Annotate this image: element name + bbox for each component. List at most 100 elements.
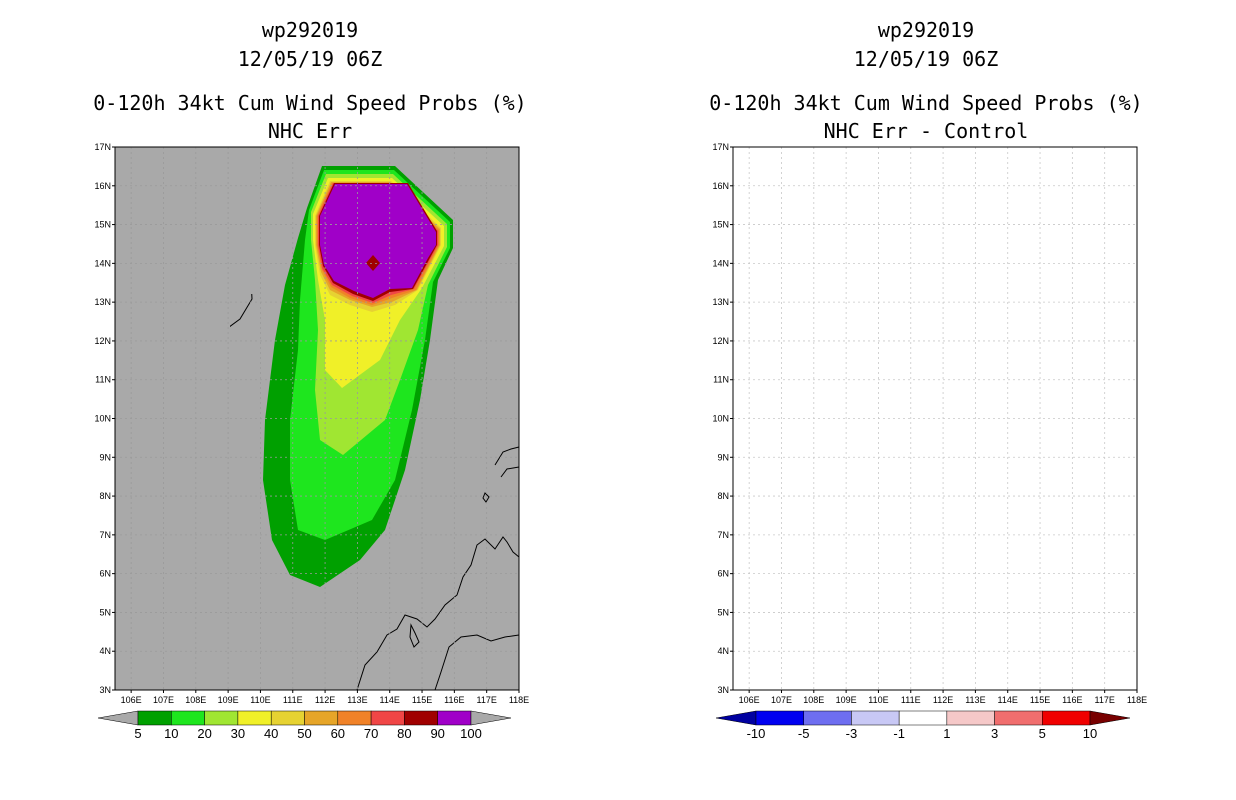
left-probability-contours xyxy=(263,166,453,587)
colorbar-label: 5 xyxy=(134,726,141,741)
right-colorbar: -10 -5 -3 -1 1 3 5 10 xyxy=(715,710,1131,741)
y-tick-label: 12N xyxy=(712,336,729,346)
colorbar-label: -5 xyxy=(798,726,810,741)
colorbar-label: 5 xyxy=(1039,726,1046,741)
colorbar-segment xyxy=(370,710,405,726)
y-tick-label: 9N xyxy=(717,452,729,462)
colorbar-segment xyxy=(1042,710,1091,726)
colorbar-under-triangle xyxy=(715,710,757,726)
colorbar-segment xyxy=(898,710,948,726)
y-tick-label: 17N xyxy=(94,142,111,152)
colorbar-segment xyxy=(337,710,372,726)
colorbar-label: 40 xyxy=(264,726,278,741)
left-title-line-2: 12/05/19 06Z xyxy=(238,47,383,71)
right-y-axis: 3N 4N 5N 6N 7N 8N 9N 10N 11N 12N 13N 14N 15N 16N 17N xyxy=(712,142,733,695)
colorbar-label: 90 xyxy=(430,726,444,741)
x-tick-label: 109E xyxy=(218,695,239,705)
y-tick-label: 12N xyxy=(94,336,111,346)
left-title-line-4: NHC Err xyxy=(268,119,352,143)
left-panel: wp292019 12/05/19 06Z 0-120h 34kt Cum Wi… xyxy=(93,18,529,741)
x-tick-label: 116E xyxy=(444,695,464,705)
colorbar-segment xyxy=(437,710,472,726)
y-tick-label: 13N xyxy=(94,297,111,307)
colorbar-segment xyxy=(404,710,438,726)
x-tick-label: 116E xyxy=(1062,695,1082,705)
x-tick-label: 110E xyxy=(250,695,270,705)
x-tick-label: 112E xyxy=(933,695,953,705)
colorbar-segment xyxy=(137,710,172,726)
x-tick-label: 113E xyxy=(965,695,985,705)
x-tick-label: 114E xyxy=(998,695,1018,705)
x-tick-label: 109E xyxy=(836,695,857,705)
y-tick-label: 5N xyxy=(99,607,111,617)
colorbar-label: 70 xyxy=(364,726,378,741)
colorbar-label: 60 xyxy=(331,726,345,741)
colorbar-segment xyxy=(946,710,995,726)
left-colorbar: 5 10 20 30 40 50 60 70 80 90 100 xyxy=(97,710,512,741)
colorbar-label: -3 xyxy=(846,726,858,741)
y-tick-label: 16N xyxy=(94,181,111,191)
y-tick-label: 7N xyxy=(99,530,111,540)
x-tick-label: 108E xyxy=(803,695,824,705)
colorbar-segment xyxy=(237,710,272,726)
contour-90 xyxy=(320,184,436,298)
y-tick-label: 14N xyxy=(712,258,729,268)
left-y-axis: 3N 4N 5N 6N 7N 8N 9N 10N 11N 12N 13N 14N 15N 16N 17N xyxy=(94,142,115,695)
colorbar-segment xyxy=(755,710,804,726)
colorbar-label: 1 xyxy=(943,726,950,741)
y-tick-label: 8N xyxy=(717,491,729,501)
x-tick-label: 106E xyxy=(121,695,142,705)
y-tick-label: 10N xyxy=(94,414,111,424)
x-tick-label: 108E xyxy=(185,695,206,705)
x-tick-label: 107E xyxy=(771,695,792,705)
colorbar-segment xyxy=(171,710,205,726)
colorbar-label: 10 xyxy=(1083,726,1097,741)
colorbar-segment xyxy=(270,710,305,726)
y-tick-label: 15N xyxy=(94,220,111,230)
y-tick-label: 3N xyxy=(717,685,729,695)
x-tick-label: 113E xyxy=(347,695,367,705)
right-title-line-4: NHC Err - Control xyxy=(824,119,1029,143)
left-grid xyxy=(115,147,519,690)
right-title-line-2: 12/05/19 06Z xyxy=(854,47,999,71)
x-tick-label: 107E xyxy=(153,695,174,705)
x-tick-label: 114E xyxy=(380,695,400,705)
y-tick-label: 11N xyxy=(713,375,729,385)
y-tick-label: 6N xyxy=(99,569,111,579)
right-x-axis: 106E 107E 108E 109E 110E 111E 112E 113E 114E 115E… xyxy=(739,690,1147,705)
x-tick-label: 111E xyxy=(901,695,921,705)
colorbar-label: 3 xyxy=(991,726,998,741)
y-tick-label: 14N xyxy=(94,258,111,268)
colorbar-label: 50 xyxy=(297,726,311,741)
colorbar-segment xyxy=(803,710,852,726)
y-tick-label: 4N xyxy=(99,646,111,656)
y-tick-label: 9N xyxy=(99,452,111,462)
y-tick-label: 4N xyxy=(717,646,729,656)
colorbar-segment xyxy=(204,710,239,726)
colorbar-label: 20 xyxy=(197,726,211,741)
y-tick-label: 11N xyxy=(95,375,111,385)
y-tick-label: 6N xyxy=(717,569,729,579)
y-tick-label: 7N xyxy=(717,530,729,540)
colorbar-label: -10 xyxy=(747,726,766,741)
x-tick-label: 117E xyxy=(1095,695,1115,705)
y-tick-label: 15N xyxy=(712,220,729,230)
right-title-line-1: wp292019 xyxy=(878,18,974,42)
x-tick-label: 118E xyxy=(509,695,529,705)
y-tick-label: 13N xyxy=(712,297,729,307)
left-x-axis: 106E 107E 108E 109E 110E 111E 112E 113E 114E 115E… xyxy=(121,690,529,705)
colorbar-label: 80 xyxy=(397,726,411,741)
colorbar-label: 30 xyxy=(231,726,245,741)
colorbar-segment xyxy=(304,710,339,726)
x-tick-label: 112E xyxy=(315,695,335,705)
x-tick-label: 118E xyxy=(1127,695,1147,705)
left-title-line-1: wp292019 xyxy=(262,18,358,42)
colorbar-segment xyxy=(851,710,900,726)
colorbar-label: 10 xyxy=(164,726,178,741)
colorbar-label: -1 xyxy=(893,726,905,741)
x-tick-label: 111E xyxy=(283,695,303,705)
x-tick-label: 115E xyxy=(1030,695,1050,705)
max-center xyxy=(366,255,380,271)
y-tick-label: 16N xyxy=(712,181,729,191)
